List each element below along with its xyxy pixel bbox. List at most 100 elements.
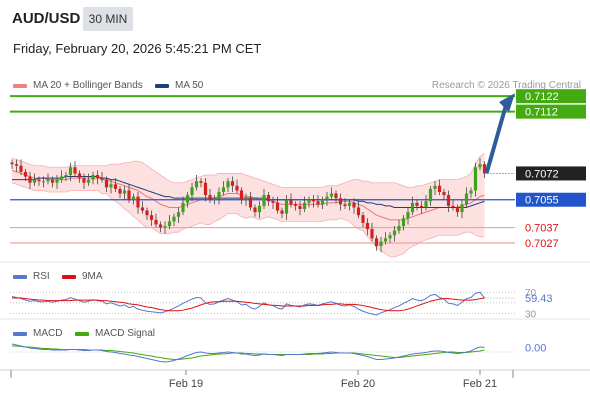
candle-body (455, 207, 460, 213)
time-axis-label: Feb 21 (463, 378, 497, 390)
candle-body (167, 221, 172, 226)
candle-body (334, 193, 338, 199)
legend-swatch-ma20 (13, 84, 27, 88)
candle-body (109, 184, 113, 188)
level-label-support: 0.7037 (525, 223, 559, 235)
candle-body (356, 207, 361, 216)
candle-body (401, 218, 406, 226)
candle-body (316, 201, 320, 205)
level-box-current (516, 166, 586, 181)
candle-body (352, 202, 356, 208)
candle-body (428, 188, 433, 202)
copyright-text: Research © 2026 Trading Central (431, 80, 581, 91)
candle-body (203, 182, 208, 196)
level-label-pivot: 0.7055 (525, 195, 559, 207)
bollinger-upper-line (11, 153, 485, 188)
candle-body (41, 181, 46, 183)
candle-body (311, 199, 316, 202)
candle-body (154, 219, 158, 225)
candle-body (464, 193, 469, 205)
candle-body (266, 195, 271, 202)
candle-body (77, 173, 82, 179)
candle-body (37, 179, 41, 182)
candle-body (185, 195, 190, 203)
candle-body (365, 222, 370, 230)
legend-label-ma20: MA 20 + Bollinger Bands (33, 80, 143, 91)
legend-label-macd: MACD (33, 328, 63, 339)
candle-body (14, 164, 19, 166)
candle-body (392, 230, 397, 236)
candle-body (208, 195, 212, 200)
candle-body (460, 204, 464, 213)
symbol-label: AUD/USD (12, 10, 81, 27)
candle-body (32, 179, 37, 183)
candle-body (212, 198, 217, 200)
level-box-resistance (516, 104, 586, 119)
candle-body (136, 196, 140, 208)
ma20-line (11, 169, 485, 221)
candle-body (370, 229, 374, 239)
candle-body (307, 199, 311, 203)
candle-body (437, 185, 442, 192)
candle-body (239, 190, 244, 200)
ma50-line (12, 176, 485, 208)
candle-body (217, 192, 221, 199)
candle-body (343, 204, 347, 206)
candle-body (338, 198, 343, 205)
legend-swatch-macd-signal (75, 332, 89, 336)
candle-body (194, 181, 199, 188)
datetime-label: Friday, February 20, 2026 5:45:21 PM CET (13, 41, 262, 56)
candle-body (320, 199, 325, 205)
candle-body (28, 176, 32, 183)
candle-body (298, 205, 302, 209)
legend-swatch-rsi-ma (62, 275, 76, 279)
candle-body (419, 205, 424, 208)
candle-body (329, 193, 334, 197)
candle-body (280, 210, 284, 214)
time-axis-label: Feb 19 (169, 378, 203, 390)
level-label-resistance: 0.7122 (525, 91, 559, 103)
macd-signal-line (12, 345, 485, 360)
legend-label-rsi: RSI (33, 271, 50, 282)
candle-body (131, 196, 136, 200)
candle-body (59, 176, 64, 180)
candle-body (158, 224, 163, 228)
candle-body (406, 212, 410, 219)
legend-label-macd-signal: MACD Signal (95, 328, 156, 339)
candle-body (95, 175, 100, 179)
candle-body (145, 210, 149, 216)
candle-body (482, 164, 487, 174)
candle-body (10, 162, 14, 165)
candle-body (257, 205, 262, 213)
rsi-ma-line (12, 297, 485, 312)
candle-body (271, 201, 275, 203)
candle-body (190, 187, 194, 196)
candle-body (451, 205, 455, 208)
candle-body (140, 207, 145, 211)
candle-body (424, 201, 428, 208)
candle-body (374, 238, 379, 247)
candle-body (478, 164, 482, 168)
candle-body (248, 198, 253, 208)
candle-body (284, 199, 289, 214)
candle-body (104, 179, 109, 188)
macd-value-label: 0.00 (525, 343, 546, 355)
forecast-arrow-shaft (484, 104, 508, 175)
candle-body (86, 179, 91, 183)
candle-body (50, 179, 55, 183)
candle-body (442, 192, 446, 196)
candle-body (473, 167, 478, 191)
candle-body (176, 212, 181, 217)
legend-swatch-ma50 (155, 84, 169, 88)
candle-body (163, 226, 167, 228)
candle-body (149, 215, 154, 220)
candle-body (415, 202, 419, 206)
rsi-level-label: 30 (525, 309, 537, 320)
timeframe-button[interactable]: 30 MIN (83, 7, 133, 31)
rsi-line (11, 291, 485, 316)
rsi-level-label: 70 (525, 288, 537, 299)
candle-body (91, 175, 95, 180)
candle-body (361, 215, 365, 223)
candle-body (293, 204, 298, 206)
